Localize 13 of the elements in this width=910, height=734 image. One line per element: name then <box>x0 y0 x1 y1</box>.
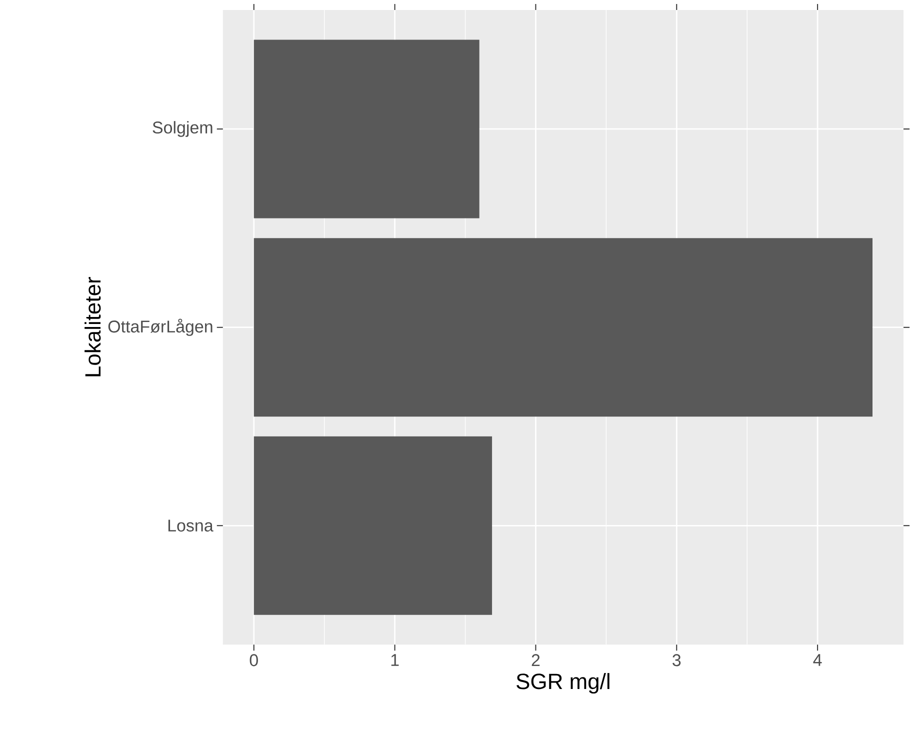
y-tick-label: Solgjem <box>152 121 212 138</box>
x-tick-label: 2 <box>532 654 540 666</box>
x-tick-label: 4 <box>813 654 822 666</box>
y-tick-label: OttaFørLågen <box>108 318 212 336</box>
bar <box>254 436 492 616</box>
bar <box>254 238 873 417</box>
y-axis-title: Lokaliteter <box>84 277 101 376</box>
x-tick-label: 3 <box>672 654 681 666</box>
x-tick-label: 0 <box>250 654 258 666</box>
x-axis-title: SGR mg/l <box>516 673 610 694</box>
y-tick-label: Losna <box>168 520 214 532</box>
bar <box>254 40 480 218</box>
x-tick-label: 1 <box>391 654 399 666</box>
